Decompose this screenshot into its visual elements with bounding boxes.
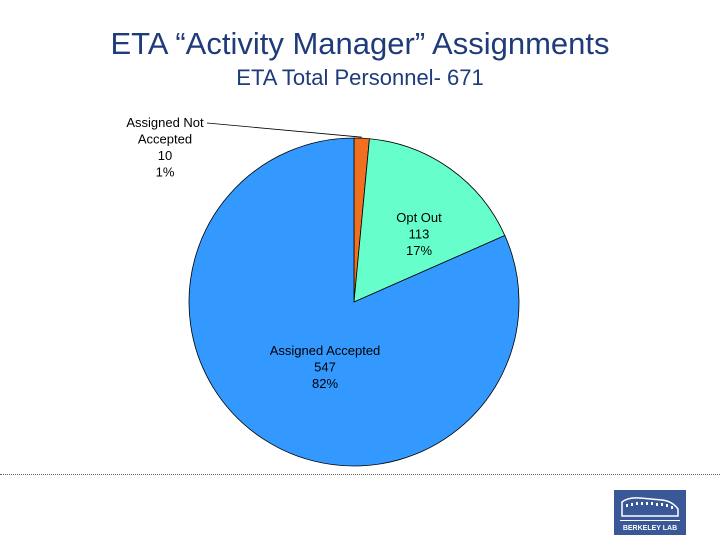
- svg-text:BERKELEY LAB: BERKELEY LAB: [623, 525, 677, 532]
- data-label-opt-out: Opt Out 113 17%: [396, 210, 442, 258]
- data-label-assigned-accepted: Assigned Accepted 547 82%: [270, 343, 381, 391]
- berkeley-lab-logo: BERKELEY LAB: [614, 490, 686, 535]
- chart-subtitle: ETA Total Personnel- 671: [236, 65, 484, 90]
- leader-line-assigned-not-accepted: [206, 122, 362, 138]
- berkeley-lab-logo-icon: BERKELEY LAB: [620, 497, 680, 532]
- pie-slice-assigned-accepted: [188, 137, 520, 467]
- pie-slice-opt-out: [353, 138, 506, 303]
- pie-chart: Assigned Not Accepted 10 1% Opt Out 113 17% Ass…: [126, 115, 520, 467]
- data-label-assigned-not-accepted: Assigned Not Accepted 10 1%: [126, 115, 204, 180]
- slide-title: ETA “Activity Manager” Assignments: [110, 26, 610, 61]
- footer-divider: [0, 474, 720, 475]
